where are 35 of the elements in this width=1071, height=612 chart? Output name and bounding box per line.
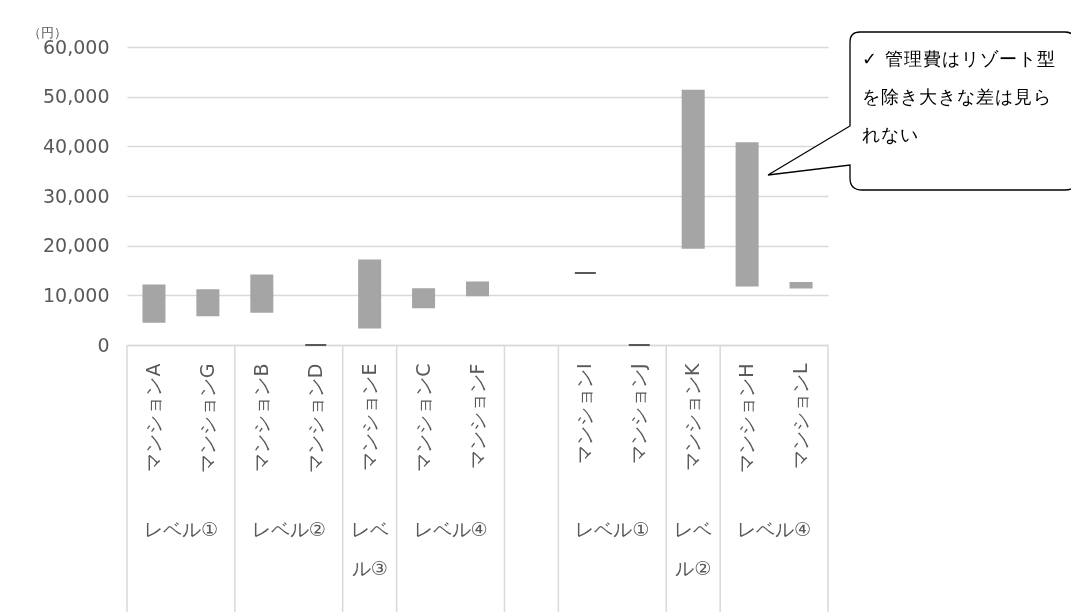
- x-tick-label: マンションA: [141, 363, 164, 472]
- bar: [196, 289, 220, 317]
- bar: [142, 284, 166, 323]
- x-tick-label: マンションE: [357, 363, 380, 471]
- x-tick-label: マンションI: [573, 363, 596, 465]
- x-tick-label: マンションL: [789, 363, 812, 470]
- text: レベル②: [673, 517, 714, 581]
- x-tick-label: マンションC: [411, 363, 434, 472]
- text: レベル①: [574, 517, 651, 542]
- x-tick-label: マンションK: [681, 362, 704, 471]
- bar: [735, 142, 759, 287]
- x-tick-label: マンションD: [303, 363, 326, 474]
- x-tick-label: マンションF: [465, 363, 488, 470]
- text: レベル②: [250, 517, 327, 542]
- y-tick-label: 20,000: [43, 234, 110, 257]
- bar: [681, 89, 705, 249]
- y-tick-label: 40,000: [43, 134, 110, 157]
- y-tick-label: 10,000: [43, 283, 110, 306]
- bar: [358, 259, 382, 329]
- bar: [466, 281, 489, 297]
- x-tick-label: マンションH: [735, 363, 758, 473]
- text: レベル④: [736, 517, 813, 542]
- text: レベル①: [142, 517, 219, 542]
- bar: [412, 288, 436, 309]
- y-tick-label: 50,000: [43, 85, 110, 108]
- y-tick-label: 30,000: [43, 184, 110, 207]
- y-tick-label: 0: [97, 333, 110, 356]
- bar: [250, 274, 274, 313]
- text: ✓ 管理費はリゾート型を除き大きな差は見られない: [862, 47, 1057, 147]
- text: レベル③: [349, 517, 390, 581]
- x-tick-label: マンションG: [195, 363, 218, 474]
- text: レベル④: [412, 517, 489, 542]
- bar: [789, 281, 813, 289]
- x-tick-label: マンションB: [249, 363, 272, 472]
- x-tick-label: マンションJ: [627, 363, 650, 465]
